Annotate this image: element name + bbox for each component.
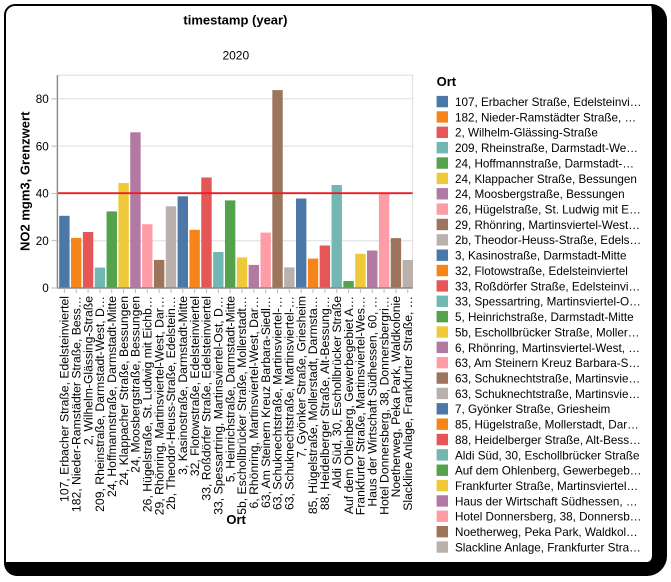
- svg-text:Slackline Anlage, Frankfurter: Slackline Anlage, Frankfurter Straße, …: [401, 296, 415, 511]
- svg-text:24, Klappacher Straße, Bessung: 24, Klappacher Straße, Bessungen: [117, 296, 131, 486]
- svg-text:5, Heinrichstraße, Darmstadt-M: 5, Heinrichstraße, Darmstadt-Mitte: [223, 296, 237, 482]
- svg-text:182, Nieder-Ramstädter Straße,: 182, Nieder-Ramstädter Straße, Bess…: [69, 296, 83, 512]
- svg-text:Frankfurter Straße, Martinsvie: Frankfurter Straße, Martinsviertel-Wes…: [354, 296, 368, 515]
- svg-text:33, Spessartring, Martinsviert: 33, Spessartring, Martinsviertel-Ost, D…: [212, 296, 226, 515]
- svg-text:Hotel Donnersberg, 38, Donners: Hotel Donnersberg, 38, Donnersbergri…: [377, 296, 391, 515]
- svg-text:107, Erbacher Straße, Edelstei: 107, Erbacher Straße, Edelsteinviertel: [58, 296, 72, 502]
- svg-text:209, Rheinstraße, Darmstadt-We: 209, Rheinstraße, Darmstadt-West, D…: [93, 296, 107, 512]
- svg-text:63, Schuknechtstraße, Martinsv: 63, Schuknechtstraße, Martinsvie…: [455, 372, 640, 385]
- svg-text:Aldi Süd, 30, Eschollbrücker S: Aldi Süd, 30, Eschollbrücker Straße: [455, 449, 640, 462]
- svg-text:2b, Theodor-Heuss-Straße, Edel: 2b, Theodor-Heuss-Straße, Edelstein…: [164, 296, 178, 510]
- svg-text:80: 80: [36, 93, 50, 106]
- svg-text:29, Rhönring, Martinsviertel-W: 29, Rhönring, Martinsviertel-West…: [455, 219, 640, 232]
- svg-text:209, Rheinstraße, Darmstadt-We: 209, Rheinstraße, Darmstadt-We…: [455, 142, 638, 155]
- svg-text:29, Rhönring, Martinsviertel-W: 29, Rhönring, Martinsviertel-West, Dar…: [152, 296, 166, 515]
- svg-text:85, Hügelstraße, Mollerstadt,: 85, Hügelstraße, Mollerstadt, Dar…: [455, 419, 639, 432]
- svg-text:3, Kasinostraße, Darmstadt-Mit: 3, Kasinostraße, Darmstadt-Mitte: [176, 296, 190, 475]
- svg-text:32, Flotowstraße, Edelsteinvie: 32, Flotowstraße, Edelsteinviertel: [188, 296, 202, 476]
- svg-text:24, Hoffmannstraße, Darmstadt-: 24, Hoffmannstraße, Darmstadt-…: [455, 157, 634, 170]
- svg-text:88, Heidelberger Straße, Alt-B: 88, Heidelberger Straße, Alt-Bessung…: [318, 296, 332, 510]
- svg-text:3, Kasinostraße, Darmstadt-Mit: 3, Kasinostraße, Darmstadt-Mitte: [455, 250, 626, 263]
- svg-text:26, Hügelstraße, St. Ludwig mi: 26, Hügelstraße, St. Ludwig mit Eichb…: [140, 296, 154, 512]
- svg-text:60: 60: [36, 140, 50, 153]
- svg-text:33, Spessartring, Martinsviert: 33, Spessartring, Martinsviertel-O…: [455, 296, 641, 309]
- svg-text:Haus der Wirtschaft Südhessen,: Haus der Wirtschaft Südhessen, …: [455, 495, 638, 508]
- svg-text:24, Hoffmannstraße, Darmstadt-: 24, Hoffmannstraße, Darmstadt-Mitte: [105, 296, 119, 497]
- svg-text:63, Schuknechtstraße, Martinsv: 63, Schuknechtstraße, Martinsviertel-…: [283, 296, 297, 510]
- svg-text:5b, Eschollbrücker Straße, Mol: 5b, Eschollbrücker Straße, Moller…: [455, 326, 639, 339]
- svg-text:63, Schuknechtstraße, Martinsv: 63, Schuknechtstraße, Martinsviertel-…: [271, 296, 285, 510]
- svg-text:Frankfurter Straße, Martinsvie: Frankfurter Straße, Martinsviertel…: [455, 480, 638, 493]
- svg-text:24, Moosbergstraße, Bessungen: 24, Moosbergstraße, Bessungen: [129, 296, 143, 473]
- svg-text:Noetherweg, Peka Park, Waldkol: Noetherweg, Peka Park, Waldkol…: [455, 526, 638, 539]
- svg-text:32, Flotowstraße, Edelsteinvie: 32, Flotowstraße, Edelsteinviertel: [455, 265, 628, 278]
- svg-text:88, Heidelberger Straße, Alt-B: 88, Heidelberger Straße, Alt-Bess…: [455, 434, 641, 447]
- svg-text:Hotel Donnersberg, 38, Donners: Hotel Donnersberg, 38, Donnersb…: [455, 511, 641, 524]
- svg-text:timestamp (year): timestamp (year): [183, 13, 287, 28]
- svg-text:7, Gyönker Straße, Griesheim: 7, Gyönker Straße, Griesheim: [294, 296, 308, 458]
- svg-text:40: 40: [36, 188, 50, 201]
- svg-text:107, Erbacher Straße, Edelstei: 107, Erbacher Straße, Edelsteinvi…: [455, 96, 641, 109]
- svg-text:33, Roßdörfer Straße, Edelstei: 33, Roßdörfer Straße, Edelsteinvi…: [455, 280, 640, 293]
- svg-text:7, Gyönker Straße, Griesheim: 7, Gyönker Straße, Griesheim: [455, 403, 610, 416]
- svg-text:Ort: Ort: [437, 74, 457, 89]
- svg-text:Auf dem Ohlenberg, Gewerbegebi: Auf dem Ohlenberg, Gewerbegebiet A…: [342, 296, 356, 514]
- svg-text:63, Am Steinern Kreuz Barbara-: 63, Am Steinern Kreuz Barbara-S…: [455, 357, 640, 370]
- svg-text:20: 20: [36, 235, 50, 248]
- svg-text:5b, Eschollbrücker Straße, Mol: 5b, Eschollbrücker Straße, Mollerstadt…: [235, 296, 249, 515]
- svg-text:Haus der Wirtschaft Südhessen,: Haus der Wirtschaft Südhessen, 60, …: [365, 296, 379, 507]
- svg-text:6, Rhönring, Martinsviertel-We: 6, Rhönring, Martinsviertel-West, Dar…: [247, 296, 261, 508]
- svg-text:2b, Theodor-Heuss-Straße, Edel: 2b, Theodor-Heuss-Straße, Edels…: [455, 234, 641, 247]
- svg-text:6, Rhönring, Martinsviertel-We: 6, Rhönring, Martinsviertel-West, …: [455, 342, 640, 355]
- svg-text:182, Nieder-Ramstädter Straße,: 182, Nieder-Ramstädter Straße, …: [455, 111, 636, 124]
- svg-text:Ort: Ort: [226, 512, 246, 527]
- svg-text:24, Klappacher Straße, Bessung: 24, Klappacher Straße, Bessungen: [455, 173, 637, 186]
- svg-text:Auf dem Ohlenberg, Gewerbegeb…: Auf dem Ohlenberg, Gewerbegeb…: [455, 465, 641, 478]
- svg-text:63, Am Steinern Kreuz Barbara-: 63, Am Steinern Kreuz Barbara-Siedl…: [259, 296, 273, 508]
- svg-text:5, Heinrichstraße, Darmstadt-M: 5, Heinrichstraße, Darmstadt-Mitte: [455, 311, 634, 324]
- svg-text:Noetherweg, Peka Park, Waldkol: Noetherweg, Peka Park, Waldkolonie: [389, 296, 403, 498]
- svg-text:0: 0: [42, 282, 49, 295]
- svg-text:2, Wilhelm-Glässing-Straße: 2, Wilhelm-Glässing-Straße: [455, 127, 598, 140]
- svg-text:33, Roßdörfer Straße, Edelstei: 33, Roßdörfer Straße, Edelsteinviertel: [200, 296, 214, 501]
- svg-text:2020: 2020: [222, 49, 249, 63]
- svg-text:63, Schuknechtstraße, Martinsv: 63, Schuknechtstraße, Martinsvie…: [455, 388, 640, 401]
- svg-text:NO2 mgm3, Grenzwert: NO2 mgm3, Grenzwert: [18, 111, 33, 251]
- svg-text:Slackline Anlage, Frankfurter: Slackline Anlage, Frankfurter Stra…: [455, 541, 641, 554]
- svg-text:2, Wilhelm-Glässing-Straße: 2, Wilhelm-Glässing-Straße: [81, 296, 95, 445]
- svg-text:24, Moosbergstraße, Bessungen: 24, Moosbergstraße, Bessungen: [455, 188, 625, 201]
- svg-text:26, Hügelstraße, St. Ludwig mi: 26, Hügelstraße, St. Ludwig mit E…: [455, 204, 641, 217]
- svg-text:85, Hügelstraße, Mollerstadt,: 85, Hügelstraße, Mollerstadt, Darmsta…: [306, 296, 320, 514]
- svg-text:Aldi Süd, 30, Eschollbrücker S: Aldi Süd, 30, Eschollbrücker Straße: [330, 296, 344, 489]
